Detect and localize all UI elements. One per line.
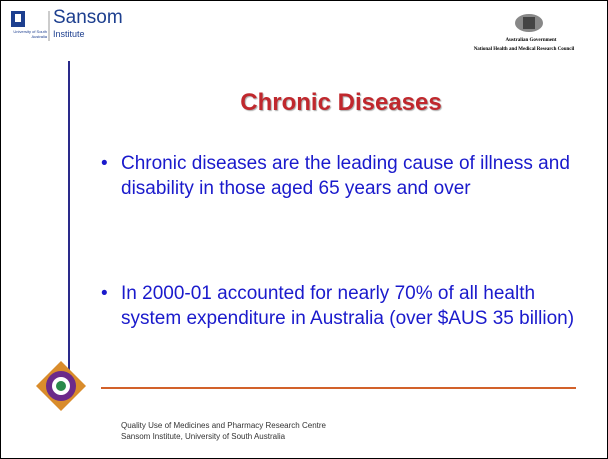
footer-line: Sansom Institute, University of South Au… (121, 432, 286, 441)
bullet: Chronic diseases are the leading cause o… (101, 151, 591, 201)
gov-line2: National Health and Medical Research Cou… (473, 47, 575, 52)
bullet: In 2000-01 accounted for nearly 70% of a… (101, 281, 591, 331)
logo-university: University of South Australia (13, 29, 47, 39)
coat-of-arms (515, 14, 543, 32)
slide-title: Chronic Diseases (240, 89, 442, 116)
logo-name: Sansom (53, 7, 123, 28)
footer-logo (36, 361, 86, 411)
footer-line: Quality Use of Medicines and Pharmacy Re… (121, 421, 326, 430)
gov-line1: Australian Government (505, 38, 557, 43)
crest-inner (15, 14, 21, 22)
logo-subname: Institute (53, 29, 85, 39)
